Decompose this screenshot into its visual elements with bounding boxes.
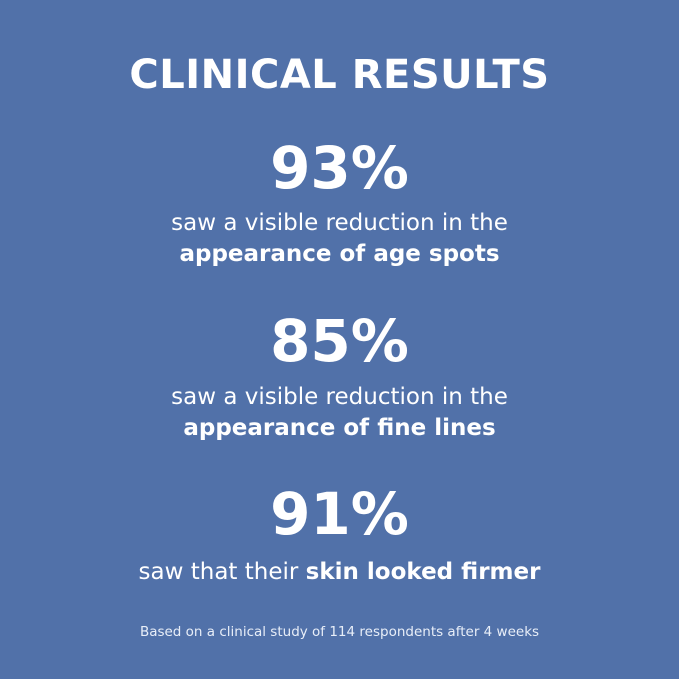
footnote: Based on a clinical study of 114 respond… [139,624,540,640]
stat-desc-bold-firmer: skin looked firmer [305,559,541,585]
stat-value-firmer: 91% [270,480,409,548]
stat-desc-age-spots: saw a visible reduction in the [171,210,508,236]
stat-desc-firmer: saw that their skin looked firmer [0,559,679,585]
title: CLINICAL RESULTS [129,52,550,98]
stat-desc-bold-fine-lines: appearance of fine lines [183,415,496,441]
stat-value-age-spots: 93% [270,134,409,202]
stat-value-fine-lines: 85% [270,307,409,375]
stat-desc-prefix: saw that their [138,559,306,585]
stat-desc-fine-lines: saw a visible reduction in the [171,384,508,410]
stat-desc-bold-age-spots: appearance of age spots [179,241,500,267]
